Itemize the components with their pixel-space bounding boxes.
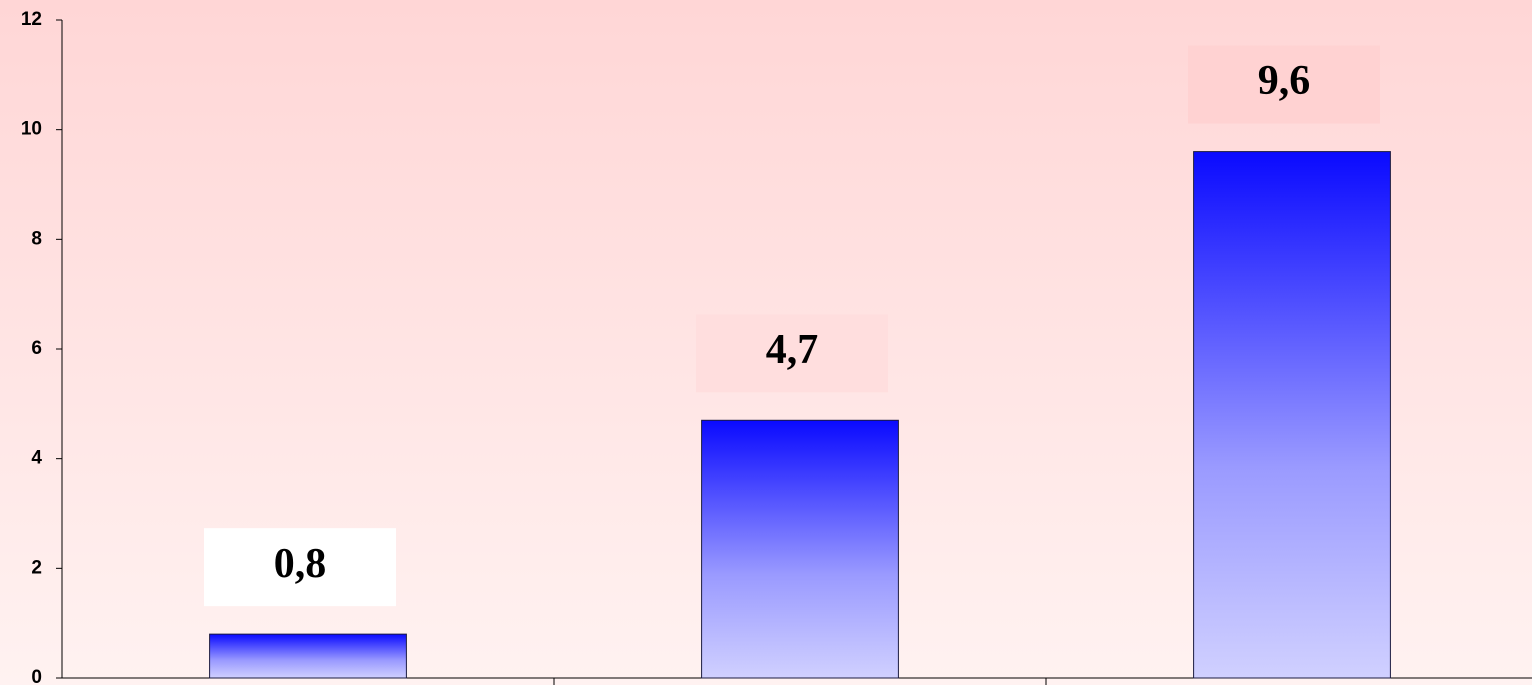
value-label: 0,8 bbox=[274, 541, 327, 587]
y-tick-label: 6 bbox=[31, 338, 42, 359]
y-tick-label: 10 bbox=[21, 119, 42, 140]
y-tick-label: 4 bbox=[31, 448, 42, 469]
y-tick-label: 12 bbox=[21, 9, 42, 30]
y-tick-label: 0 bbox=[31, 667, 42, 685]
value-label-box bbox=[204, 528, 396, 607]
y-tick-label: 8 bbox=[31, 228, 42, 249]
value-label: 4,7 bbox=[766, 327, 819, 373]
value-label-box bbox=[696, 314, 888, 393]
y-tick-label: 2 bbox=[31, 557, 42, 578]
value-label-box bbox=[1188, 45, 1380, 124]
bar bbox=[701, 419, 899, 679]
bar bbox=[1193, 151, 1391, 679]
bar bbox=[209, 633, 407, 679]
value-label: 9,6 bbox=[1258, 58, 1311, 104]
